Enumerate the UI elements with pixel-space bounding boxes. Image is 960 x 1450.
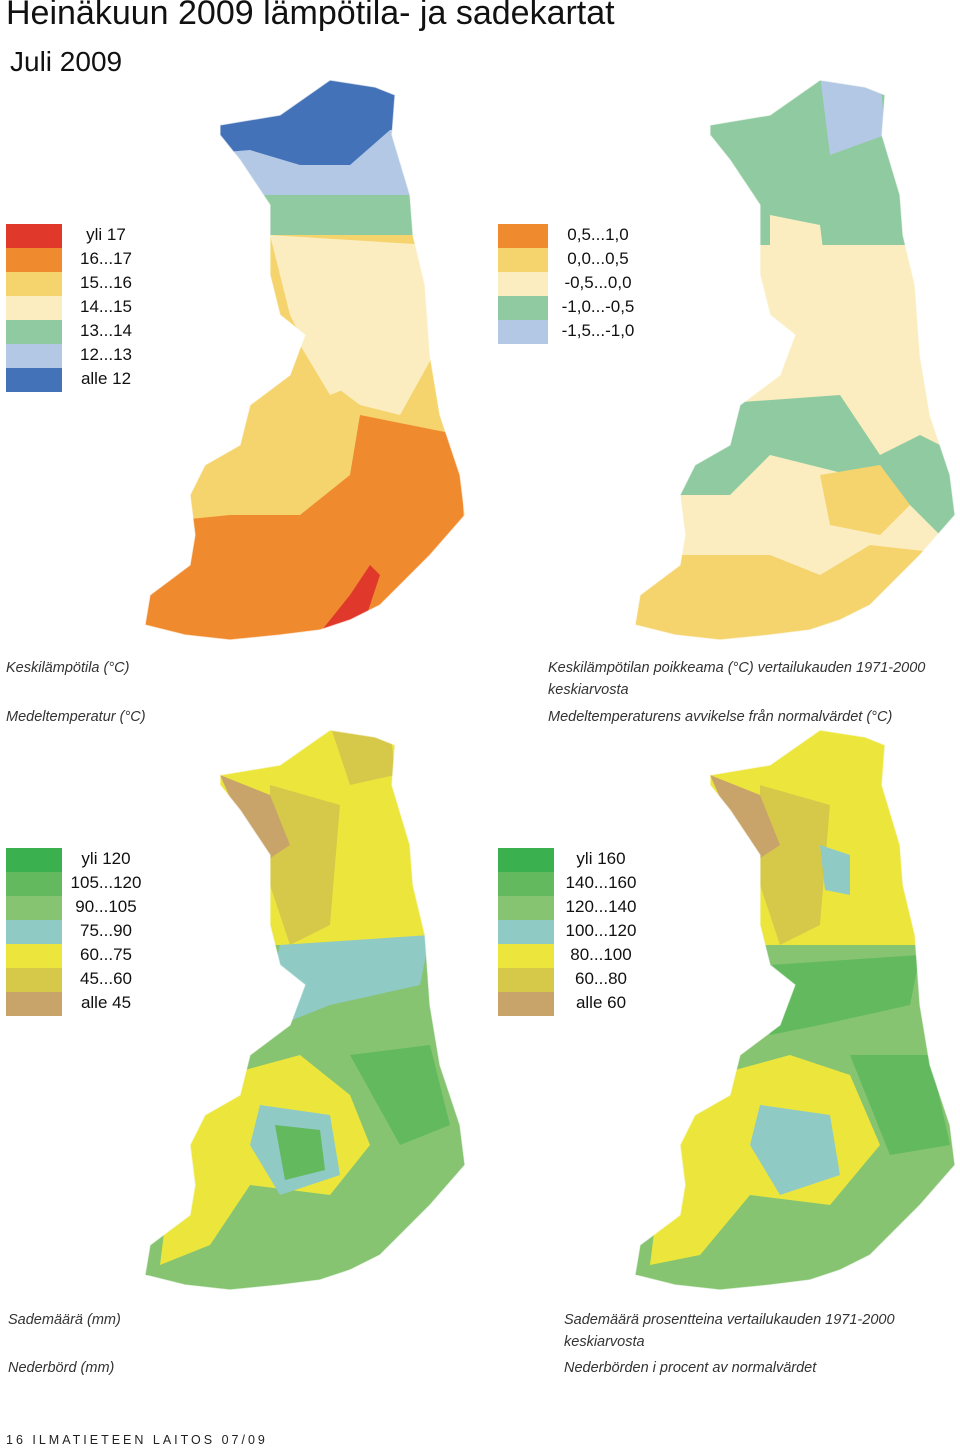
legend-label: 80...100 xyxy=(570,945,632,964)
legend-label: 60...75 xyxy=(80,945,132,964)
legend-swatch xyxy=(6,992,62,1016)
legend-label: 120...140 xyxy=(565,897,637,916)
legend-row: 80...100 xyxy=(498,944,708,968)
page-subtitle: Juli 2009 xyxy=(10,46,123,77)
legend-swatch xyxy=(6,320,62,344)
legend-swatch xyxy=(498,920,554,944)
legend-swatch xyxy=(6,920,62,944)
legend-row: alle 60 xyxy=(498,992,708,1016)
legend-swatch xyxy=(498,992,554,1016)
precip-pct-caption-fi-2: keskiarvosta xyxy=(564,1334,645,1350)
legend-row: 105...120 xyxy=(6,872,216,896)
legend-label: 16...17 xyxy=(80,249,132,268)
legend-swatch xyxy=(6,296,62,320)
legend-row: -1,5...-1,0 xyxy=(498,320,708,344)
precip-pct-caption-fi-1: Sademäärä prosentteina vertailukauden 19… xyxy=(564,1312,895,1328)
legend-row: 75...90 xyxy=(6,920,216,944)
legend-row: 45...60 xyxy=(6,968,216,992)
legend-label: 13...14 xyxy=(80,321,132,340)
legend-row: 90...105 xyxy=(6,896,216,920)
legend-label: 0,5...1,0 xyxy=(567,225,629,244)
legend-label: 140...160 xyxy=(565,873,637,892)
temp-dev-caption-fi-2: keskiarvosta xyxy=(548,682,629,698)
legend-label: -1,0...-0,5 xyxy=(561,297,635,316)
legend-swatch xyxy=(498,848,554,872)
legend-row: 0,0...0,5 xyxy=(498,248,708,272)
legend-row: 14...15 xyxy=(6,296,216,320)
legend-swatch xyxy=(498,968,554,992)
legend-row: 13...14 xyxy=(6,320,216,344)
legend-label: 45...60 xyxy=(80,969,132,988)
legend-row: 16...17 xyxy=(6,248,216,272)
legend-swatch xyxy=(6,224,62,248)
legend-label: 60...80 xyxy=(575,969,627,988)
legend-swatch xyxy=(6,848,62,872)
legend-swatch xyxy=(498,224,548,248)
legend-label: yli 120 xyxy=(81,849,131,868)
precip-caption-fi: Sademäärä (mm) xyxy=(8,1312,121,1328)
legend-row: alle 12 xyxy=(6,368,216,392)
page-title: Heinäkuun 2009 lämpötila- ja sadekartat xyxy=(6,0,615,32)
legend-label: alle 12 xyxy=(80,369,132,388)
legend-label: alle 45 xyxy=(80,993,132,1012)
legend-swatch xyxy=(6,272,62,296)
legend-label: 75...90 xyxy=(80,921,132,940)
legend-swatch xyxy=(6,368,62,392)
legend-label: 15...16 xyxy=(80,273,132,292)
legend-row: 12...13 xyxy=(6,344,216,368)
temp-caption-sv: Medeltemperatur (°C) xyxy=(6,709,146,725)
legend-swatch xyxy=(498,272,548,296)
legend-label: -1,5...-1,0 xyxy=(561,321,635,340)
legend-swatch xyxy=(6,944,62,968)
temp-dev-caption-sv: Medeltemperaturens avvikelse från normal… xyxy=(548,709,893,725)
legend-row: 140...160 xyxy=(498,872,708,896)
precip-map xyxy=(144,729,466,1291)
legend-row: 120...140 xyxy=(498,896,708,920)
legend-swatch xyxy=(6,896,62,920)
legend-label: 105...120 xyxy=(70,873,142,892)
precip-pct-map xyxy=(634,729,956,1291)
legend-swatch xyxy=(498,320,548,344)
precip-caption-sv: Nederbörd (mm) xyxy=(8,1360,115,1376)
legend-swatch xyxy=(498,248,548,272)
legend-row: alle 45 xyxy=(6,992,216,1016)
legend-swatch xyxy=(498,872,554,896)
legend-row: 100...120 xyxy=(498,920,708,944)
legend-row: 60...80 xyxy=(498,968,708,992)
legend-swatch xyxy=(498,296,548,320)
legend-label: yli 160 xyxy=(576,849,626,868)
legend-swatch xyxy=(498,896,554,920)
temp-dev-caption-fi-1: Keskilämpötilan poikkeama (°C) vertailuk… xyxy=(548,660,926,676)
legend-swatch xyxy=(6,248,62,272)
legend-row: 15...16 xyxy=(6,272,216,296)
legend-row: yli 160 xyxy=(498,848,708,872)
legend-label: 100...120 xyxy=(565,921,637,940)
legend-label: alle 60 xyxy=(575,993,627,1012)
legend-label: 90...105 xyxy=(75,897,137,916)
legend-label: 14...15 xyxy=(80,297,132,316)
temp-map xyxy=(144,79,466,641)
legend-row: -0,5...0,0 xyxy=(498,272,708,296)
temp-caption-fi: Keskilämpötila (°C) xyxy=(6,660,130,676)
legend-swatch xyxy=(6,872,62,896)
temp-dev-map xyxy=(634,79,956,641)
precip-pct-caption-sv: Nederbörden i procent av normalvärdet xyxy=(564,1360,817,1376)
legend-swatch xyxy=(6,344,62,368)
legend-swatch xyxy=(498,944,554,968)
page-footer: 16 ILMATIETEEN LAITOS 07/09 xyxy=(6,1433,268,1447)
legend-label: yli 17 xyxy=(86,225,126,244)
legend-label: -0,5...0,0 xyxy=(564,273,632,292)
legend-swatch xyxy=(6,968,62,992)
legend-label: 12...13 xyxy=(80,345,132,364)
legend-row: yli 17 xyxy=(6,224,216,248)
legend-row: yli 120 xyxy=(6,848,216,872)
legend-row: 60...75 xyxy=(6,944,216,968)
legend-label: 0,0...0,5 xyxy=(567,249,629,268)
legend-row: -1,0...-0,5 xyxy=(498,296,708,320)
legend-row: 0,5...1,0 xyxy=(498,224,708,248)
